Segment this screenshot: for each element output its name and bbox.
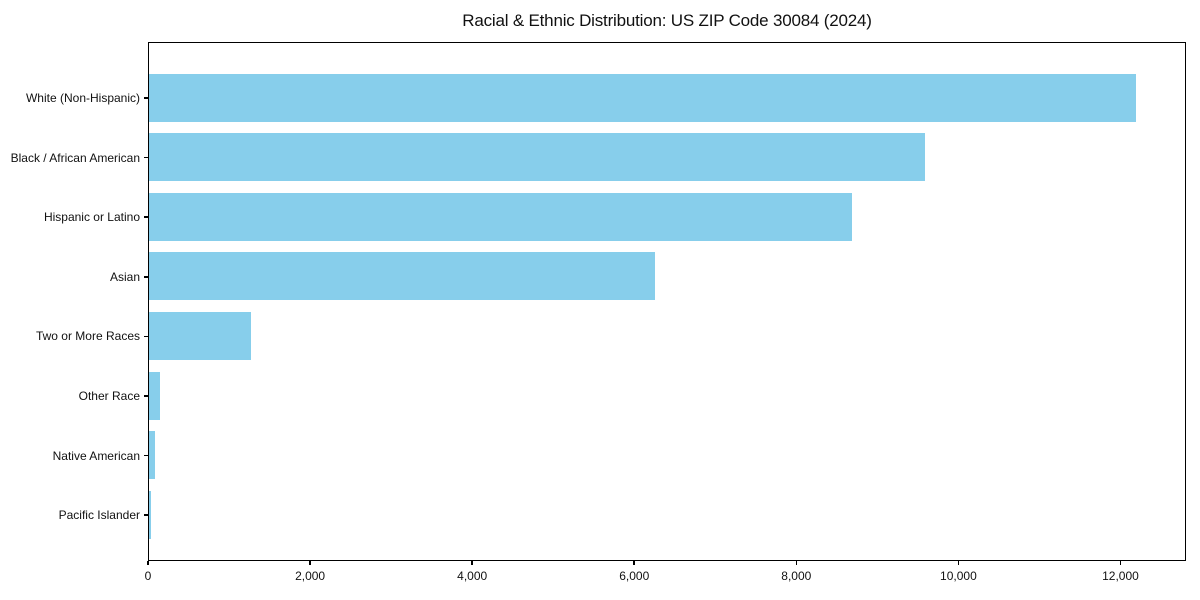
x-tick-mark [1119,561,1122,565]
bar-native-american [149,431,155,480]
y-tick-label: Two or More Races [35,329,140,344]
bar-other-race [149,371,160,420]
x-tick-label: 12,000 [1102,569,1139,583]
x-tick-mark [309,561,311,565]
x-tick-mark [633,561,635,565]
y-tick-mark [144,514,148,516]
y-tick-label: Black / African American [10,150,140,165]
bar-white-non-hispanic [149,73,1137,122]
y-tick-mark [144,97,148,99]
x-tick-label: 6,000 [619,569,650,583]
chart-title: Racial & Ethnic Distribution: US ZIP Cod… [462,11,872,30]
y-tick-label: Asian [109,269,140,284]
y-tick-label: Hispanic or Latino [43,210,140,225]
x-tick-mark [471,561,473,565]
y-tick-mark [144,276,148,278]
bar-pacific-islander [149,490,151,539]
bar-asian [149,252,655,301]
x-tick-mark [957,561,960,565]
y-tick-label: Native American [52,448,140,463]
x-tick-mark [147,561,149,565]
x-tick-mark [795,561,798,565]
y-tick-mark [144,395,148,397]
bar-two-or-more-races [149,311,252,360]
x-tick-label: 2,000 [295,569,326,583]
y-tick-label: White (Non-Hispanic) [25,91,140,105]
x-tick-label: 4,000 [457,569,488,583]
y-tick-mark [144,454,148,457]
x-tick-label: 10,000 [940,569,977,583]
y-tick-mark [144,216,148,218]
y-tick-label: Pacific Islander [58,508,140,523]
x-tick-label: 0 [144,569,152,583]
x-tick-label: 8,000 [781,569,812,583]
bar-hispanic-or-latino [149,192,852,241]
y-tick-mark [144,335,148,338]
y-tick-mark [144,156,148,159]
plot-area [148,42,1186,561]
y-tick-label: Other Race [78,389,140,403]
bar-black-african-american [149,133,926,182]
